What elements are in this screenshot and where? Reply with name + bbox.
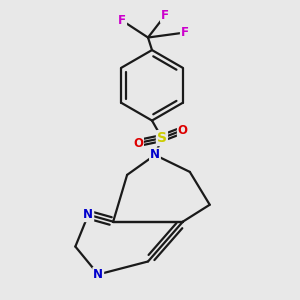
Text: F: F (161, 9, 169, 22)
Text: O: O (133, 136, 143, 149)
Text: N: N (150, 148, 160, 161)
Text: F: F (181, 26, 189, 39)
Text: O: O (178, 124, 188, 136)
Text: N: N (83, 208, 93, 221)
Text: F: F (118, 14, 126, 27)
Text: S: S (157, 131, 167, 145)
Text: N: N (93, 268, 103, 281)
